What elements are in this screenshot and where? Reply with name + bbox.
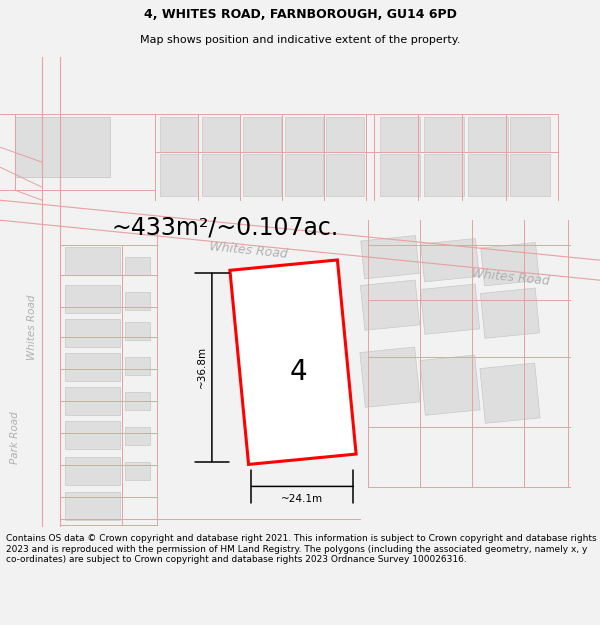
Polygon shape <box>480 363 540 423</box>
Text: Whites Road: Whites Road <box>208 240 288 261</box>
Polygon shape <box>481 242 539 286</box>
Text: Contains OS data © Crown copyright and database right 2021. This information is : Contains OS data © Crown copyright and d… <box>6 534 596 564</box>
Polygon shape <box>202 154 240 196</box>
Text: Park Road: Park Road <box>10 411 20 464</box>
Polygon shape <box>361 236 419 279</box>
Polygon shape <box>160 154 198 196</box>
Polygon shape <box>65 458 120 485</box>
Polygon shape <box>380 154 420 196</box>
Polygon shape <box>160 118 198 152</box>
Polygon shape <box>421 239 479 282</box>
Text: 4: 4 <box>289 358 307 386</box>
Polygon shape <box>326 154 364 196</box>
Text: 4, WHITES ROAD, FARNBOROUGH, GU14 6PD: 4, WHITES ROAD, FARNBOROUGH, GU14 6PD <box>143 8 457 21</box>
Polygon shape <box>15 118 110 178</box>
Text: Map shows position and indicative extent of the property.: Map shows position and indicative extent… <box>140 36 460 46</box>
Polygon shape <box>125 322 150 340</box>
Polygon shape <box>65 319 120 348</box>
Polygon shape <box>125 392 150 410</box>
Polygon shape <box>424 118 464 152</box>
Polygon shape <box>285 154 323 196</box>
Text: Whites Road: Whites Road <box>470 267 550 288</box>
Text: ~24.1m: ~24.1m <box>281 494 323 504</box>
Polygon shape <box>202 118 240 152</box>
Text: Whites Road: Whites Road <box>27 294 37 360</box>
Polygon shape <box>65 353 120 381</box>
Polygon shape <box>125 292 150 310</box>
Text: ~433m²/~0.107ac.: ~433m²/~0.107ac. <box>112 215 338 239</box>
Polygon shape <box>510 154 550 196</box>
Text: ~36.8m: ~36.8m <box>197 346 207 388</box>
Polygon shape <box>510 118 550 152</box>
Polygon shape <box>285 118 323 152</box>
Polygon shape <box>420 355 480 415</box>
Polygon shape <box>243 154 281 196</box>
Polygon shape <box>65 285 120 313</box>
Polygon shape <box>125 428 150 445</box>
Polygon shape <box>421 284 479 334</box>
Polygon shape <box>380 118 420 152</box>
Polygon shape <box>125 462 150 480</box>
Polygon shape <box>361 280 419 330</box>
Polygon shape <box>125 357 150 375</box>
Polygon shape <box>468 118 508 152</box>
Polygon shape <box>230 260 356 464</box>
Polygon shape <box>360 347 420 408</box>
Polygon shape <box>65 387 120 415</box>
Polygon shape <box>125 258 150 275</box>
Polygon shape <box>326 118 364 152</box>
Polygon shape <box>468 154 508 196</box>
Polygon shape <box>424 154 464 196</box>
Polygon shape <box>65 421 120 449</box>
Polygon shape <box>243 118 281 152</box>
Polygon shape <box>65 247 120 275</box>
Polygon shape <box>65 492 120 520</box>
Polygon shape <box>481 288 539 338</box>
